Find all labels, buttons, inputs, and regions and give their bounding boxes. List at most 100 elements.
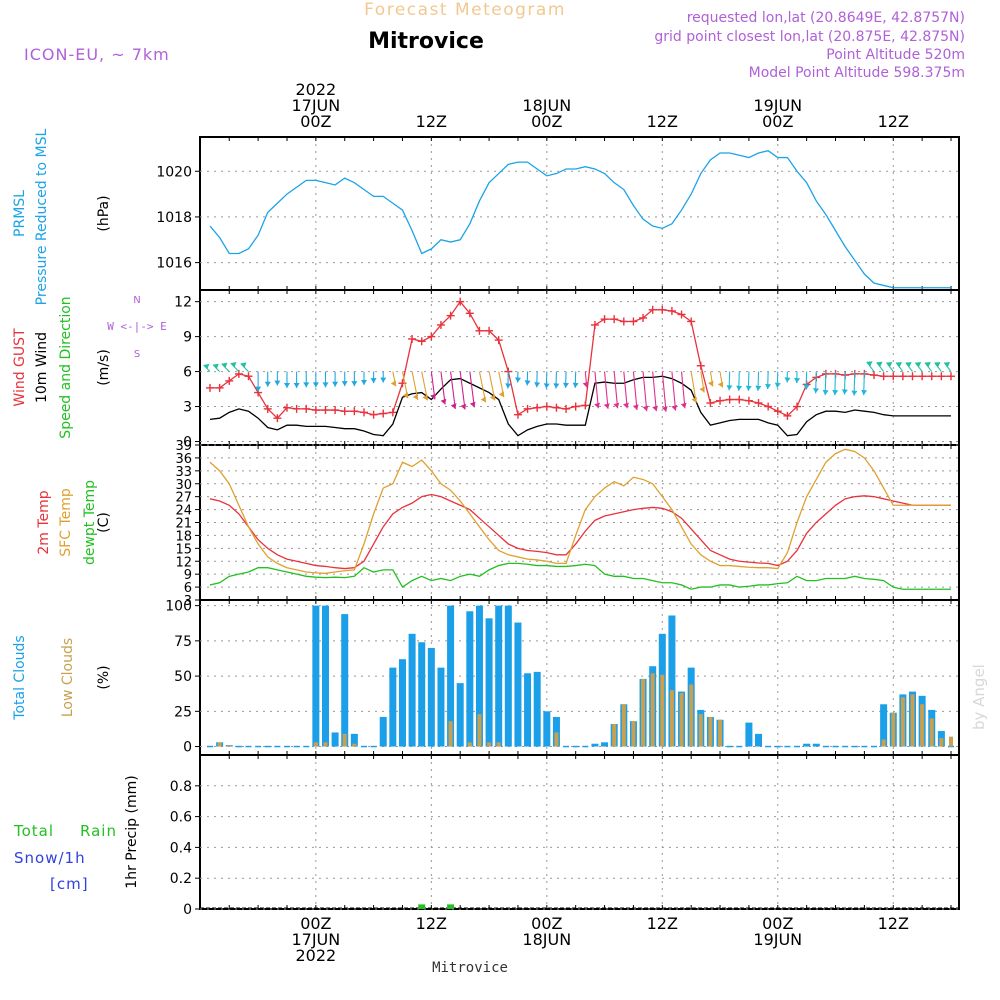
total-cloud-bar <box>533 671 541 747</box>
panel-label: SFC Temp <box>58 488 74 557</box>
gust-point <box>244 372 253 381</box>
gust-point <box>754 399 763 408</box>
total-cloud-bar <box>591 743 599 747</box>
low-cloud-bar <box>448 721 453 747</box>
total-cloud-bar <box>341 614 349 747</box>
y-tick-label: 27 <box>175 491 192 506</box>
wind-arrow-head <box>822 389 829 396</box>
wind-arrow-shaft <box>680 371 686 409</box>
y-axis-label: (hPa) <box>96 195 112 231</box>
gust-point <box>282 403 291 412</box>
gust-point <box>206 383 214 392</box>
wind-arrow-head <box>274 380 281 386</box>
gust-point <box>359 408 368 417</box>
gust-point <box>321 406 330 415</box>
total-cloud-bar <box>475 605 483 747</box>
total-cloud-bar <box>321 605 329 747</box>
panel-label: Speed and Direction <box>58 296 74 438</box>
series-line-sfc-temp <box>209 448 951 574</box>
gust-point <box>436 320 445 329</box>
gust-point <box>764 402 773 411</box>
total-cloud-bar <box>331 732 339 747</box>
bottom-time-label: 00Z <box>762 914 793 933</box>
gust-point <box>475 326 484 335</box>
wind-arrow-head <box>440 398 447 405</box>
gust-point <box>696 361 705 370</box>
y-tick-label: 30 <box>175 478 192 493</box>
low-cloud-bar <box>641 678 646 747</box>
bottom-time-label: 00Z <box>300 914 331 933</box>
gust-point <box>340 407 349 416</box>
total-cloud-bar <box>408 633 416 747</box>
wind-arrow-head <box>876 361 883 368</box>
wind-arrow-head <box>745 385 752 391</box>
low-cloud-bar <box>920 704 925 747</box>
wind-arrow-shaft <box>440 371 446 405</box>
gust-point <box>273 414 282 423</box>
wind-arrow-shaft <box>642 371 648 412</box>
wind-arrow-shaft <box>661 371 667 412</box>
bottom-time-label: 2022 <box>295 946 336 965</box>
gust-point <box>225 376 234 385</box>
wind-arrow-head <box>841 389 848 395</box>
y-tick-label: 39 <box>175 439 192 454</box>
top-time-label: 12Z <box>416 112 447 131</box>
gust-point <box>581 401 590 410</box>
low-cloud-bar <box>910 694 915 747</box>
gust-point <box>533 403 542 412</box>
wind-arrow-shaft <box>623 371 628 409</box>
gust-point <box>716 396 725 405</box>
gust-point <box>331 406 340 415</box>
total-cloud-bar <box>379 716 387 747</box>
wind-arrow-head <box>480 396 486 403</box>
wind-arrow-head <box>915 362 922 368</box>
low-cloud-bar <box>621 704 626 747</box>
wind-arrow-head <box>861 389 868 396</box>
total-cloud-bar <box>524 673 532 747</box>
gust-point <box>648 305 657 314</box>
total-cloud-bar <box>504 605 512 747</box>
location-title: Mitrovice <box>368 29 484 54</box>
panels: 1016 1018 1020 (hPa) PRMSL Pressure Reduced t… <box>12 128 960 918</box>
low-cloud-bar <box>352 743 357 747</box>
footer-location: Mitrovice <box>432 960 508 976</box>
low-cloud-bar <box>467 742 472 747</box>
wind-arrow-head <box>498 391 504 398</box>
y-tick-label: 12 <box>174 295 192 311</box>
gust-point <box>658 305 667 314</box>
y-tick-label: 3 <box>183 400 192 416</box>
total-cloud-bar <box>601 742 609 747</box>
wind-arrow-head <box>832 389 839 396</box>
gust-point <box>427 332 436 341</box>
wind-arrow-head <box>866 361 873 367</box>
low-cloud-bar <box>939 738 944 747</box>
compass-south: S <box>134 349 140 360</box>
gust-point <box>889 372 898 381</box>
y-axis-label: (%) <box>96 665 112 689</box>
bottom-time-label: 00Z <box>531 914 562 933</box>
gust-point <box>937 372 946 381</box>
gust-point <box>513 410 522 419</box>
gust-point <box>552 403 561 412</box>
wind-arrow-shaft <box>594 371 599 409</box>
requested-coords: requested lon,lat (20.8649E, 42.8757N) <box>687 10 965 26</box>
panel-label: Snow/1h <box>14 849 86 867</box>
bottom-time-label: 12Z <box>416 914 447 933</box>
low-cloud-bar <box>487 742 492 747</box>
wind-arrow-head <box>717 381 724 388</box>
low-cloud-bar <box>660 674 665 747</box>
gust-point <box>465 309 474 318</box>
wind-arrow-head <box>661 406 668 412</box>
low-cloud-bar <box>313 742 318 747</box>
wind-arrow-head <box>572 382 579 388</box>
panel-label: Low Clouds <box>60 638 76 717</box>
panel-label: 2m Temp <box>36 490 52 554</box>
total-cloud-bar <box>398 659 406 747</box>
wind-arrow-head <box>886 362 893 368</box>
total-cloud-bar <box>668 615 676 747</box>
low-cloud-bar <box>342 733 347 747</box>
wind-direction-arrows <box>203 361 952 412</box>
gust-point <box>639 313 648 322</box>
wind-arrow-head <box>255 386 262 392</box>
